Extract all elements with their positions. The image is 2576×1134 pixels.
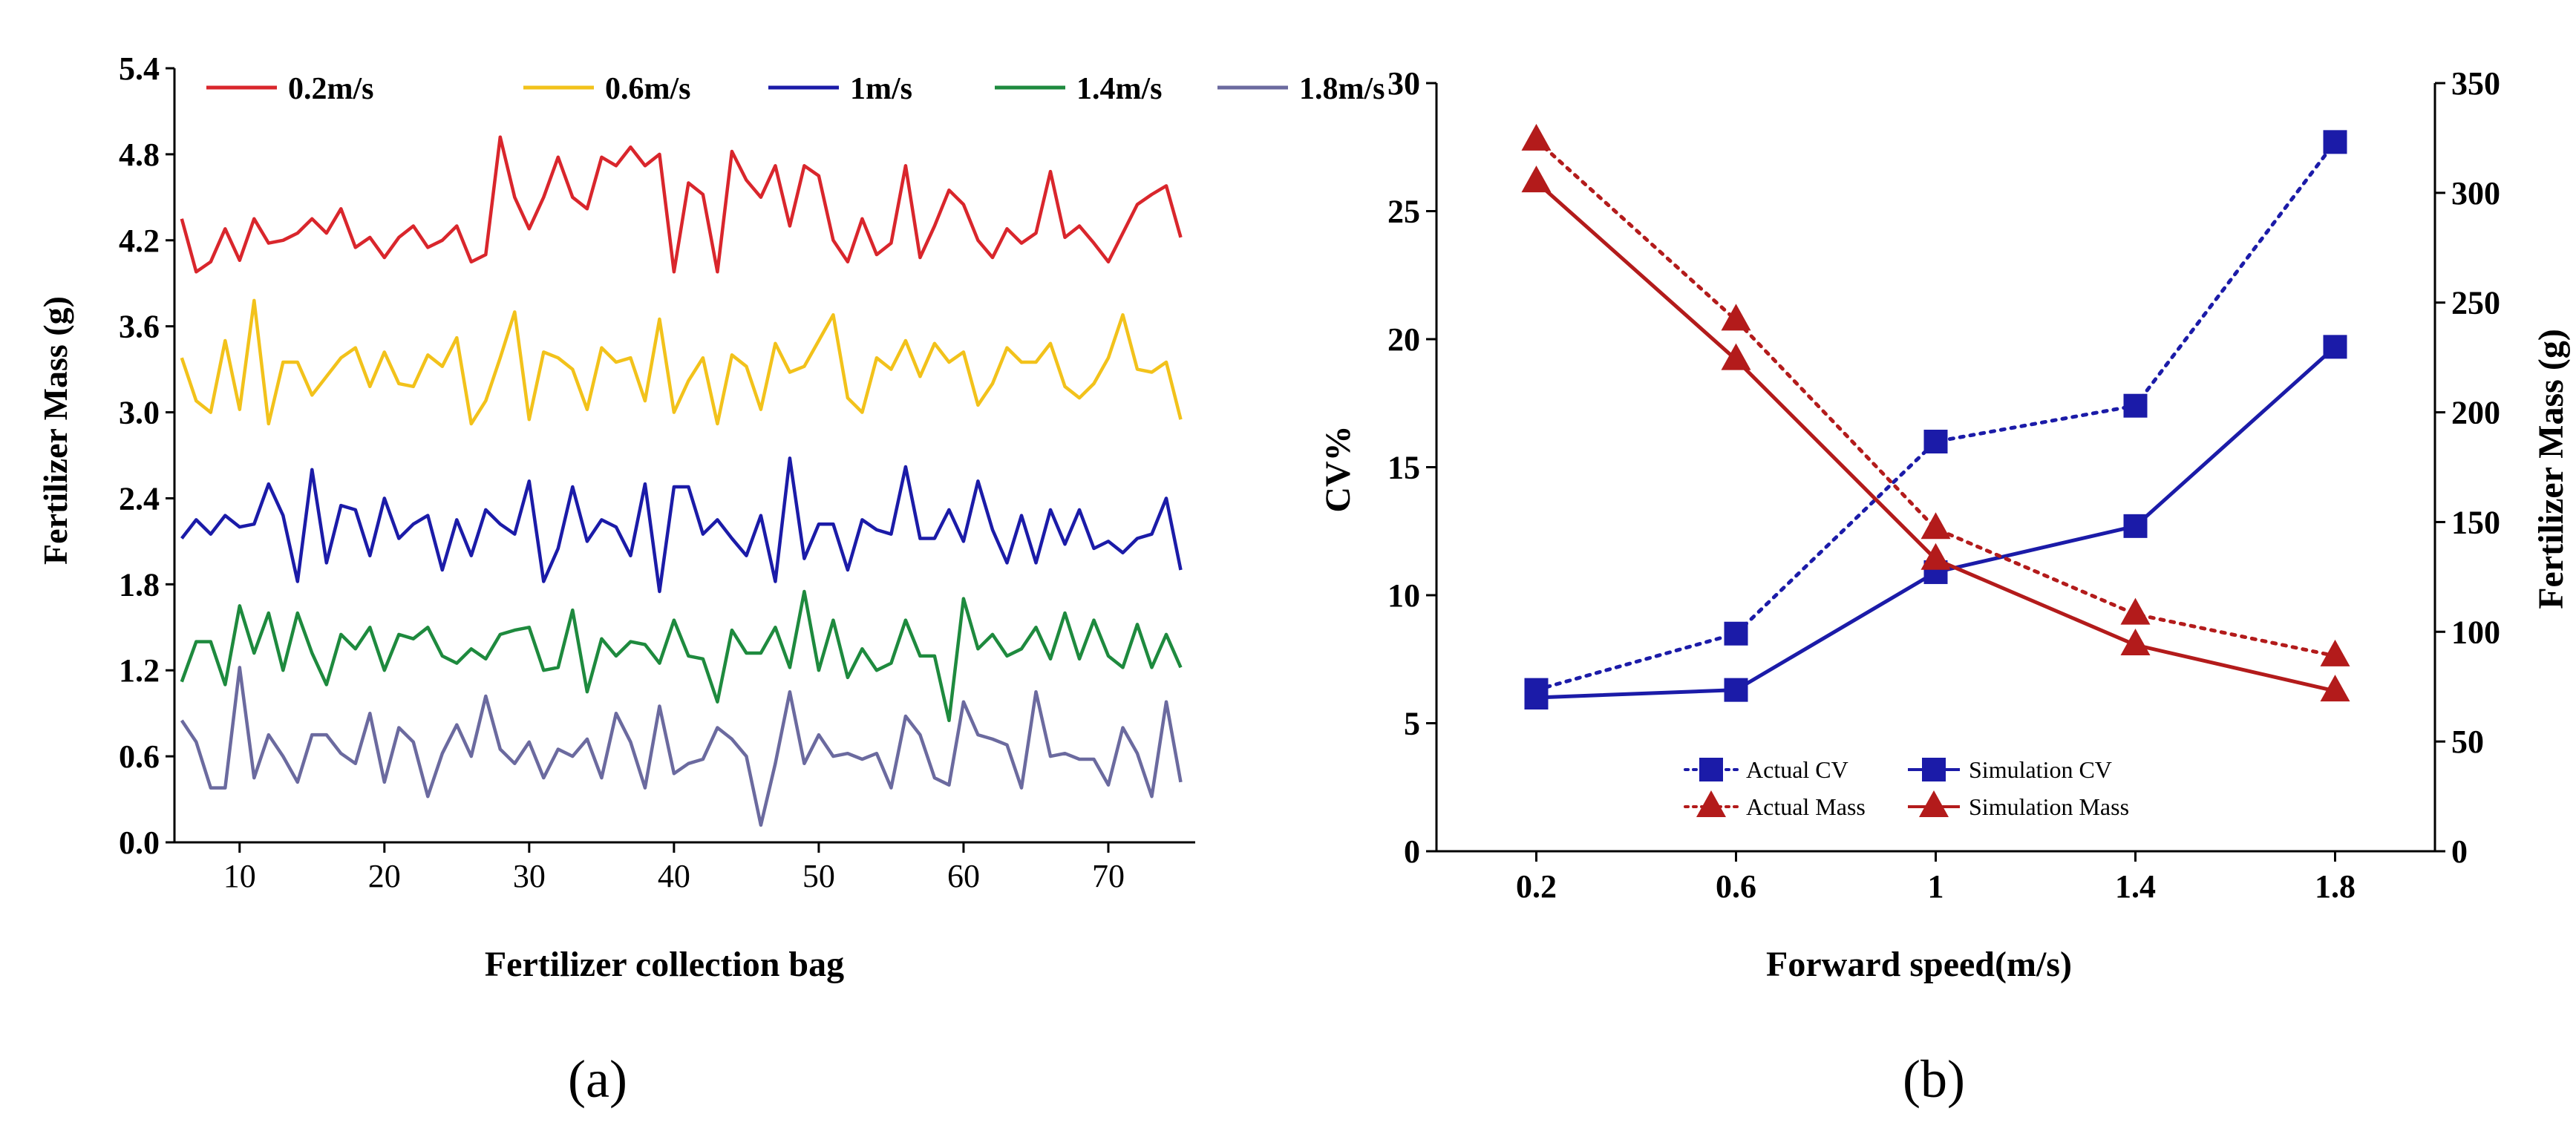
panel-a-xlabel: Fertilizer collection bag xyxy=(485,945,844,984)
data-point-triangle xyxy=(1920,543,1951,570)
panel-b-ytick-label-right: 100 xyxy=(2451,614,2500,650)
data-point-triangle xyxy=(1521,123,1552,151)
data-point-triangle xyxy=(2120,597,2151,625)
panel-b-ytick-label-right: 0 xyxy=(2451,833,2468,870)
panel-a-series xyxy=(180,135,1183,827)
panel-a-ytick-label: 3.6 xyxy=(119,309,160,345)
panel-b-ytick-label-left: 25 xyxy=(1387,194,1420,230)
series-line-0-6m-s xyxy=(180,298,1183,426)
data-point-square xyxy=(1724,678,1748,702)
panel-a-xtick-label: 10 xyxy=(223,858,256,894)
series-line-1-4m-s xyxy=(180,589,1183,723)
panel-a-ytick-label: 3.0 xyxy=(119,395,160,431)
data-point-triangle xyxy=(1721,304,1751,331)
panel-b-ytick-label-left: 15 xyxy=(1387,450,1420,486)
panel-b-xtick-label: 1 xyxy=(1928,868,1944,905)
data-point-triangle xyxy=(1721,343,1751,370)
panel-b-ytick-label-right: 350 xyxy=(2451,65,2500,102)
panel-b-ytick-label-left: 30 xyxy=(1387,65,1420,102)
data-point-square xyxy=(1724,621,1748,646)
data-point-square xyxy=(2123,514,2148,538)
data-point-square xyxy=(1699,758,1723,781)
panel-a-xtick-label: 40 xyxy=(658,858,690,894)
panel-b-ytick-label-right: 200 xyxy=(2451,395,2500,431)
series-line-0-2m-s xyxy=(180,135,1183,274)
data-point-triangle xyxy=(2320,639,2350,666)
legend-label: 1.8m/s xyxy=(1299,72,1385,106)
panel-b-ytick-label-right: 50 xyxy=(2451,724,2484,760)
data-point-triangle xyxy=(1521,165,1552,193)
panel-b-xtick-label: 1.4 xyxy=(2115,868,2156,905)
panel-b-ytick-label-right: 150 xyxy=(2451,504,2500,540)
legend-label: 0.6m/s xyxy=(605,72,691,106)
panel-a-xtick-label: 70 xyxy=(1092,858,1125,894)
panel-a-xtick-label: 50 xyxy=(802,858,835,894)
legend-label: 1m/s xyxy=(850,72,912,106)
panel-a-ytick-label: 4.2 xyxy=(119,223,160,259)
panel-b-ylabel-left: CV% xyxy=(1318,425,1358,512)
panel-b-ylabel-right: Fertilizer Mass (g) xyxy=(2531,329,2571,609)
panel-b-ytick-label-right: 250 xyxy=(2451,285,2500,321)
legend-label: Actual Mass xyxy=(1746,793,1866,820)
series-line-actual-cv xyxy=(1534,140,2337,692)
panel-b-ytick-label-left: 0 xyxy=(1404,833,1420,870)
series-line-1m-s xyxy=(180,456,1183,594)
panel-a-label: (a) xyxy=(568,1049,627,1109)
panel-a-ytick-label: 4.8 xyxy=(119,137,160,173)
panel-b-ytick-label-left: 20 xyxy=(1387,321,1420,358)
panel-a-ylabel: Fertilizer Mass (g) xyxy=(36,296,74,565)
panel-b-legend: Actual CV Simulation CV Actual Mass Simulat… xyxy=(1684,756,2129,820)
panel-a-axes: 0.0 0.6 1.2 1.8 2.4 3.0 3.6 4.2 4.8 5.4 10 20 30 40 50… xyxy=(119,50,1195,894)
data-point-square xyxy=(1923,430,1948,453)
panel-b-ytick-label-right: 300 xyxy=(2451,175,2500,212)
series-line-1-8m-s xyxy=(180,666,1183,827)
panel-b-xlabel: Forward speed(m/s) xyxy=(1766,945,2072,984)
data-point-square xyxy=(2123,393,2148,418)
panel-a-ytick-label: 0.6 xyxy=(119,738,160,775)
panel-a-xtick-label: 20 xyxy=(368,858,401,894)
panel-b-ytick-label-left: 10 xyxy=(1387,577,1420,614)
legend-label: 0.2m/s xyxy=(288,72,374,106)
panel-b-xtick-label: 0.2 xyxy=(1516,868,1557,905)
data-point-square xyxy=(2323,130,2347,154)
data-point-square xyxy=(1922,758,1946,781)
data-point-square xyxy=(1524,686,1549,709)
panel-b-label: (b) xyxy=(1903,1049,1965,1109)
panel-a-chart: 0.0 0.6 1.2 1.8 2.4 3.0 3.6 4.2 4.8 5.4 10 20 30 40 50… xyxy=(36,50,1385,1109)
panel-a-xtick-label: 30 xyxy=(513,858,546,894)
legend-label: Actual CV xyxy=(1746,756,1848,783)
panel-b-series xyxy=(1521,123,2350,709)
data-point-triangle xyxy=(1919,790,1949,817)
data-point-triangle xyxy=(2120,629,2151,656)
data-point-triangle xyxy=(1696,790,1726,817)
data-point-square xyxy=(2323,335,2347,359)
panel-a-legend: 0.2m/s 0.6m/s 1m/s 1.4m/s 1.8m/s xyxy=(206,72,1385,106)
panel-a-xtick-label: 60 xyxy=(947,858,980,894)
panel-a-ytick-label: 5.4 xyxy=(119,50,160,87)
legend-label: Simulation Mass xyxy=(1969,793,2129,820)
panel-a-ytick-label: 1.8 xyxy=(119,566,160,603)
data-point-triangle xyxy=(1920,512,1951,540)
panel-a-ytick-label: 1.2 xyxy=(119,652,160,689)
panel-a-ytick-label: 0.0 xyxy=(119,825,160,861)
series-line-actual-mass xyxy=(1534,138,2337,658)
legend-label: 1.4m/s xyxy=(1076,72,1163,106)
legend-label: Simulation CV xyxy=(1969,756,2112,783)
data-point-triangle xyxy=(2320,675,2350,702)
panel-b-ytick-label-left: 5 xyxy=(1404,706,1420,742)
panel-b-xtick-label: 1.8 xyxy=(2315,868,2356,905)
panel-b-xtick-label: 0.6 xyxy=(1716,868,1756,905)
panel-a-ytick-label: 2.4 xyxy=(119,480,160,517)
